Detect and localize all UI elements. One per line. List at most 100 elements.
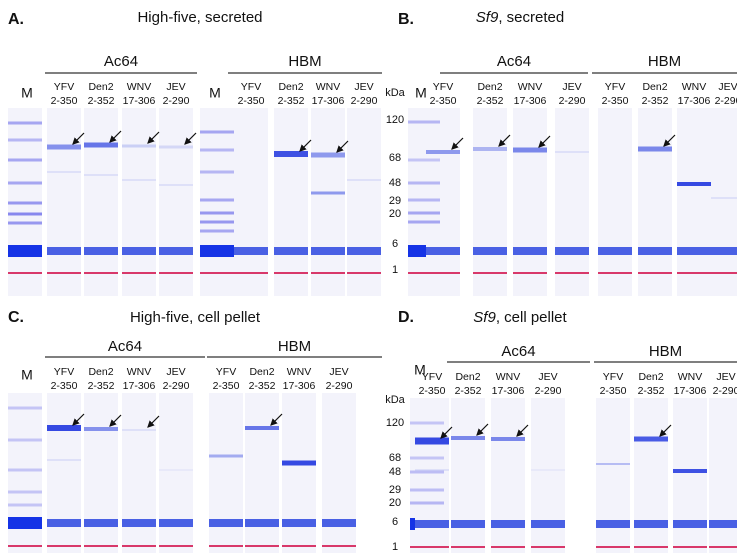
gel-lane (634, 398, 668, 553)
gel-lane (84, 393, 118, 553)
lane-range: 2-290 (163, 380, 190, 392)
ladder-band (8, 468, 42, 472)
lane-name: WNV (496, 371, 521, 383)
panel-title-text: High-five, secreted (137, 9, 262, 26)
panel-title: High-five, secreted (137, 9, 262, 26)
lower-marker-band (209, 519, 243, 527)
protein-band (634, 436, 668, 442)
gel-lane (84, 108, 118, 296)
lane-range: 2-350 (213, 380, 240, 392)
protein-band (311, 152, 345, 158)
band-arrow (270, 413, 283, 426)
ladder-band (408, 220, 440, 224)
lane-name: YFV (422, 371, 442, 383)
lane-name: YFV (54, 81, 74, 93)
ladder-band (200, 170, 234, 174)
lane-range: 17-306 (123, 380, 156, 392)
ladder-band (200, 148, 234, 152)
gel-lane (245, 393, 279, 553)
lower-marker-band (84, 519, 118, 527)
protein-band (209, 454, 243, 458)
lane-range: 17-306 (123, 95, 156, 107)
lane-name: JEV (329, 366, 348, 378)
lower-marker-band (47, 247, 81, 255)
lower-marker-band (200, 245, 234, 257)
gel-lane (555, 108, 589, 296)
dye-front (234, 272, 268, 274)
dye-front (426, 272, 460, 274)
lane-range: 2-350 (419, 385, 446, 397)
dye-front (408, 272, 440, 274)
panel-title: Sf9, secreted (476, 9, 564, 26)
dye-front (311, 272, 345, 274)
ladder-band (8, 201, 42, 205)
lane-range: 2-290 (559, 95, 586, 107)
protein-band (122, 429, 156, 431)
dye-front (84, 545, 118, 547)
lane-range: 2-352 (88, 95, 115, 107)
kda-unit: kDa (385, 394, 405, 406)
lower-marker-band (84, 247, 118, 255)
lower-marker-band (451, 520, 485, 528)
dye-front (200, 272, 234, 274)
panel-letter: D. (398, 309, 414, 326)
kda-label: 68 (389, 152, 401, 164)
lane-range: 2-290 (326, 380, 353, 392)
band-arrow (147, 131, 160, 144)
protein-band (473, 147, 507, 151)
lane-range: 2-290 (715, 95, 737, 107)
lane-name: WNV (518, 81, 543, 93)
marker-label: M (21, 85, 33, 101)
ladder-band (408, 198, 440, 202)
ladder-band (410, 488, 444, 492)
gel-lane (234, 108, 268, 296)
lane-range: 17-306 (312, 95, 345, 107)
kda-label: 20 (389, 497, 401, 509)
lane-name: YFV (433, 81, 453, 93)
lower-marker-band (634, 520, 668, 528)
band-arrow (476, 423, 489, 436)
ladder-band (8, 158, 42, 162)
group-label: HBM (649, 343, 682, 360)
lane-range: 2-350 (51, 380, 78, 392)
lane-name: Den2 (278, 81, 303, 93)
band-arrow (109, 130, 122, 143)
lower-marker-band (8, 517, 42, 529)
gel-lane (491, 398, 525, 553)
band-arrow (184, 132, 197, 145)
protein-band (491, 437, 525, 441)
ladder-band (200, 198, 234, 202)
dye-front (555, 272, 589, 274)
lower-marker-band (513, 247, 547, 255)
panel-title-text: , secreted (498, 9, 564, 26)
ladder-band (408, 181, 440, 185)
marker-label: M (414, 362, 426, 378)
protein-band (282, 460, 316, 466)
lower-marker-band (122, 247, 156, 255)
gel-lane (274, 108, 308, 296)
lower-marker-band (311, 247, 345, 255)
gel-lane (347, 108, 381, 296)
gel-lane (322, 393, 356, 553)
lower-marker-band (491, 520, 525, 528)
lower-marker-band (555, 247, 589, 255)
ladder-band (8, 138, 42, 142)
gel-lane (513, 108, 547, 296)
band-arrow (72, 132, 85, 145)
lane-range: 2-350 (602, 95, 629, 107)
group-label: HBM (648, 53, 681, 70)
dye-front (638, 272, 672, 274)
protein-band (415, 437, 449, 445)
kda-label: 48 (389, 466, 401, 478)
lane-name: WNV (127, 81, 152, 93)
lane-range: 17-306 (674, 385, 707, 397)
gel-lane (47, 393, 81, 553)
gel-lane (673, 398, 707, 553)
kda-label: 120 (386, 417, 404, 429)
band-arrow (440, 426, 453, 439)
kda-label: 1 (392, 264, 398, 276)
gel-lane (426, 108, 460, 296)
lane-name: JEV (562, 81, 581, 93)
lane-range: 2-352 (88, 380, 115, 392)
